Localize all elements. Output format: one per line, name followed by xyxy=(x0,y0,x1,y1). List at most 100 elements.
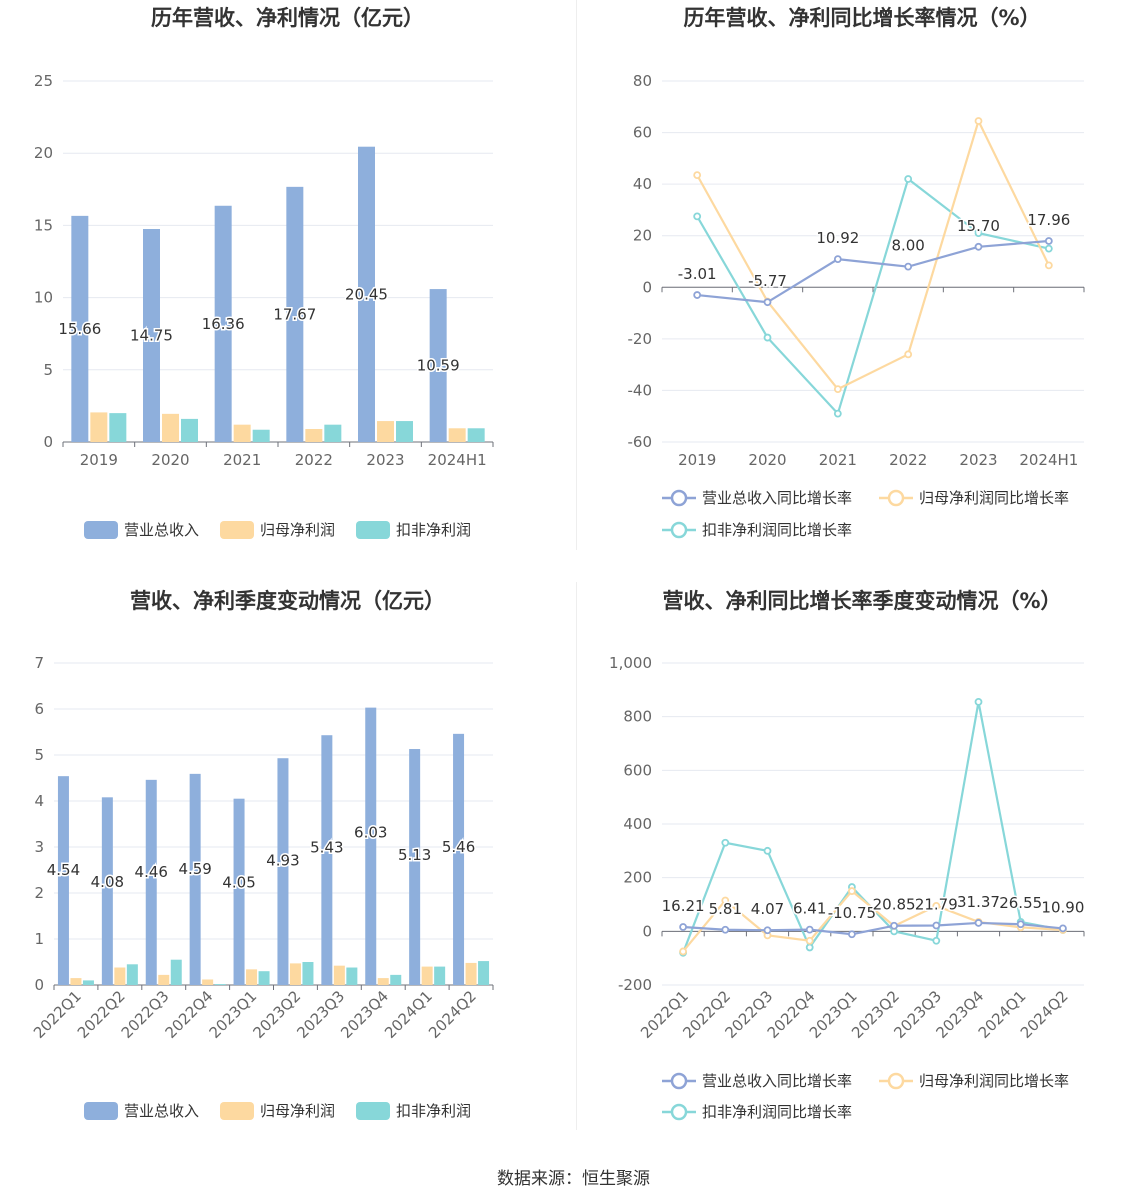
data-point xyxy=(974,698,983,706)
data-point xyxy=(679,923,687,931)
data-point xyxy=(721,896,730,905)
y-tick-label: 3 xyxy=(34,838,44,856)
data-label: 5.46 xyxy=(442,838,475,856)
data-point xyxy=(1016,920,1025,929)
x-tick-label: 2024H1 xyxy=(428,451,487,469)
data-point xyxy=(833,409,842,418)
y-tick-label: 5 xyxy=(34,746,44,764)
y-tick-label: 2 xyxy=(34,884,44,902)
data-point xyxy=(974,242,983,251)
legend-marker xyxy=(887,489,905,507)
y-tick-label: 20 xyxy=(34,144,53,162)
y-tick-label: 10 xyxy=(34,289,53,307)
bar xyxy=(233,424,251,442)
data-point xyxy=(904,262,913,271)
data-point xyxy=(847,930,856,939)
legend-label: 营业总收入 xyxy=(124,521,199,539)
bar xyxy=(233,798,245,985)
x-tick-label: 2024Q2 xyxy=(1017,987,1072,1042)
data-label: 17.67 xyxy=(273,305,316,323)
data-label: 16.36 xyxy=(202,315,245,333)
legend-item: 归母净利润同比增长率 xyxy=(879,489,1069,507)
x-tick-label: 2023 xyxy=(366,451,404,469)
legend-marker xyxy=(670,489,688,507)
bar xyxy=(390,974,402,985)
data-point xyxy=(833,255,842,264)
y-tick-label: 20 xyxy=(633,227,652,245)
bar xyxy=(286,186,304,442)
bar xyxy=(333,965,345,985)
x-tick-label: 2022Q3 xyxy=(118,987,173,1042)
bar xyxy=(478,961,490,985)
data-label: 8.00 xyxy=(891,237,924,255)
x-tick-label: 2024Q2 xyxy=(425,987,480,1042)
legend-marker xyxy=(887,1072,905,1090)
data-label: 4.54 xyxy=(47,861,80,879)
legend-swatch xyxy=(84,1102,118,1120)
legend-item: 扣非净利润 xyxy=(356,1102,471,1120)
y-tick-label: 5 xyxy=(43,361,53,379)
bar xyxy=(377,421,394,442)
legend-item: 营业总收入 xyxy=(84,521,199,539)
bar xyxy=(448,428,466,442)
bar xyxy=(396,421,413,442)
legend-item: 归母净利润同比增长率 xyxy=(879,1072,1069,1090)
y-tick-label: 25 xyxy=(34,72,53,90)
data-point xyxy=(847,887,856,895)
legend-label: 营业总收入同比增长率 xyxy=(702,489,852,507)
chart-title: 营收、净利同比增长率季度变动情况（%） xyxy=(662,589,1061,613)
data-label: 10.90 xyxy=(1041,898,1084,916)
y-tick-label: -60 xyxy=(628,433,653,451)
x-tick-label: 2020 xyxy=(748,451,786,469)
y-tick-label: 60 xyxy=(633,124,652,142)
data-source-note: 数据来源：恒生聚源 xyxy=(497,1169,650,1189)
y-tick-label: 15 xyxy=(34,216,53,234)
data-point xyxy=(763,926,772,935)
data-label: 5.43 xyxy=(310,839,343,857)
x-tick-label: 2022Q4 xyxy=(162,987,217,1042)
data-point xyxy=(833,385,842,394)
y-tick-label: 40 xyxy=(633,175,652,193)
data-label: 15.66 xyxy=(58,320,101,338)
data-label: 4.05 xyxy=(222,874,255,892)
y-tick-label: 400 xyxy=(623,815,652,833)
data-point xyxy=(974,229,983,238)
y-tick-label: 200 xyxy=(623,869,652,887)
legend-label: 归母净利润 xyxy=(260,521,335,539)
bar xyxy=(421,966,433,985)
data-point xyxy=(1044,244,1053,253)
data-point xyxy=(721,925,730,934)
y-tick-label: 6 xyxy=(34,700,44,718)
data-label: 20.85 xyxy=(873,896,916,914)
y-tick-label: 0 xyxy=(642,278,652,296)
bar xyxy=(246,969,258,985)
x-tick-label: 2019 xyxy=(678,451,716,469)
x-tick-label: 2020 xyxy=(151,451,189,469)
bar xyxy=(145,779,157,985)
bar xyxy=(453,733,465,985)
data-point xyxy=(1044,261,1053,270)
bar xyxy=(321,735,333,985)
bar xyxy=(346,967,358,985)
y-tick-label: 7 xyxy=(34,654,44,672)
data-point xyxy=(763,298,772,307)
data-label: -5.77 xyxy=(748,272,787,290)
legend-label: 扣非净利润同比增长率 xyxy=(702,521,852,539)
bar xyxy=(189,773,201,985)
data-point xyxy=(1058,924,1067,933)
series-line xyxy=(696,177,1050,416)
data-point xyxy=(974,117,983,125)
legend-label: 归母净利润同比增长率 xyxy=(919,489,1069,507)
bar xyxy=(377,978,389,985)
legend-label: 归母净利润 xyxy=(260,1102,335,1120)
annual-revenue-profit-chart: 历年营收、净利情况（亿元） 0 5 10 15 20 25 2019 2020 2021 2022 2… xyxy=(0,0,575,560)
chart-title: 历年营收、净利同比增长率情况（%） xyxy=(683,6,1040,30)
data-point xyxy=(763,333,772,342)
data-label: 31.37 xyxy=(957,893,1000,911)
x-tick-label: 2019 xyxy=(80,451,118,469)
data-label: 10.59 xyxy=(417,357,460,375)
panel-divider xyxy=(576,582,577,1130)
x-tick-label: 2023Q3 xyxy=(293,987,348,1042)
bar xyxy=(109,413,127,442)
bar xyxy=(82,980,94,985)
